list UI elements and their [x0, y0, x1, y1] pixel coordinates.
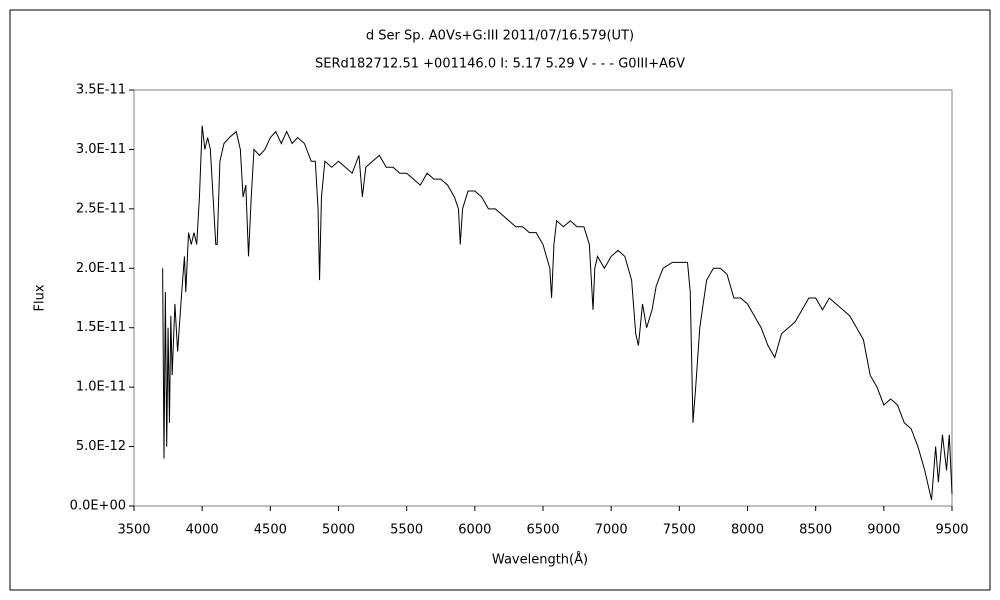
x-tick-label: 8000 — [731, 523, 764, 538]
x-tick-label: 7500 — [663, 523, 696, 538]
x-tick-label: 6000 — [458, 523, 491, 538]
x-tick-label: 9500 — [935, 523, 968, 538]
x-tick-label: 5000 — [322, 523, 355, 538]
y-tick-label: 2.0E-11 — [76, 261, 126, 276]
x-tick-label: 4000 — [186, 523, 219, 538]
x-tick-label: 8500 — [799, 523, 832, 538]
y-axis-label: Flux — [33, 284, 48, 311]
x-tick-label: 5500 — [390, 523, 423, 538]
y-tick-label: 3.0E-11 — [76, 142, 126, 157]
spectrum-line — [162, 125, 953, 501]
y-tick-label: 5.0E-12 — [76, 439, 126, 454]
y-tick-label: 0.0E+00 — [70, 499, 126, 514]
y-tick-label: 2.5E-11 — [76, 201, 126, 216]
y-tick-label: 1.0E-11 — [76, 380, 126, 395]
y-tick-label: 3.5E-11 — [76, 83, 126, 98]
x-axis-label: Wavelength(Å) — [492, 552, 588, 568]
x-tick-label: 7000 — [595, 523, 628, 538]
x-tick-label: 6500 — [526, 523, 559, 538]
chart-frame — [9, 9, 991, 591]
y-tick-label: 1.5E-11 — [76, 320, 126, 335]
chart-title: d Ser Sp. A0Vs+G:III 2011/07/16.579(UT) — [366, 29, 634, 44]
x-tick-label: 3500 — [117, 523, 150, 538]
x-tick-label: 4500 — [254, 523, 287, 538]
x-tick-label: 9000 — [867, 523, 900, 538]
chart-subtitle: SERd182712.51 +001146.0 I: 5.17 5.29 V -… — [315, 57, 685, 72]
